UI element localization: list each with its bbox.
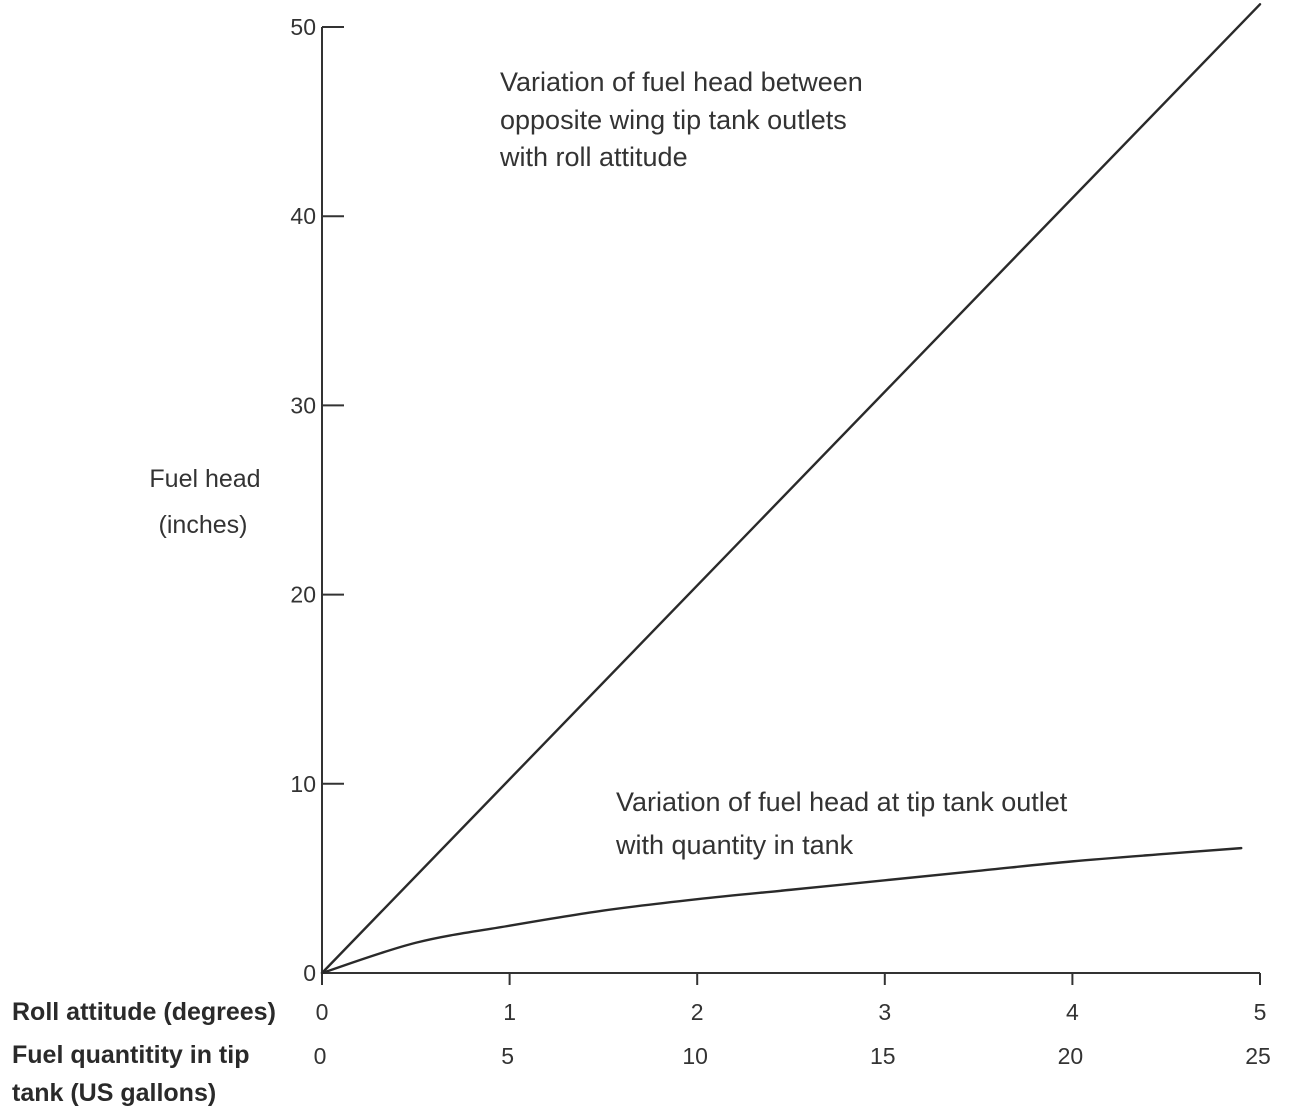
y-tick-label: 30 <box>290 392 316 418</box>
y-tick-label: 10 <box>290 771 316 797</box>
x-axis-title-fuel-quantity-line-2: tank (US gallons) <box>12 1079 216 1107</box>
y-axis-ticks: 0 10 20 30 40 50 <box>290 14 344 986</box>
x-tick-label-fuel: 25 <box>1245 1043 1271 1069</box>
y-tick-label: 50 <box>290 14 316 40</box>
y-tick-label: 40 <box>290 203 316 229</box>
series-1-label-line-2: opposite wing tip tank outlets <box>500 105 847 135</box>
x-tick-label-fuel: 5 <box>501 1043 514 1069</box>
x-tick-label-roll: 4 <box>1066 999 1079 1025</box>
x-tick-label-roll: 2 <box>691 999 704 1025</box>
x-tick-label-roll: 3 <box>878 999 891 1025</box>
series-lines <box>320 3 1262 975</box>
x-tick-label-roll: 5 <box>1254 999 1267 1025</box>
y-tick-label: 0 <box>303 960 316 986</box>
x-axis-title-roll-attitude: Roll attitude (degrees) <box>12 998 276 1026</box>
x-tick-label-fuel: 0 <box>314 1043 327 1069</box>
series-2-label-line-2: with quantity in tank <box>615 830 854 860</box>
series-line-2 <box>320 846 1243 975</box>
x-tick-label-fuel: 10 <box>682 1043 708 1069</box>
y-axis-title-line-1: Fuel head <box>149 465 260 493</box>
x-tick-label-roll: 1 <box>503 999 516 1025</box>
y-axis-title-line-2: (inches) <box>159 511 248 539</box>
x-tick-label-roll: 0 <box>316 999 329 1025</box>
y-tick-label: 20 <box>290 582 316 608</box>
x-axis-title-fuel-quantity-line-1: Fuel quantitity in tip <box>12 1041 249 1069</box>
series-1-label-line-1: Variation of fuel head between <box>500 67 863 97</box>
x-tick-label-fuel: 15 <box>870 1043 896 1069</box>
series-2-label-line-1: Variation of fuel head at tip tank outle… <box>616 787 1068 817</box>
axes <box>321 27 1260 974</box>
x-tick-label-fuel: 20 <box>1058 1043 1084 1069</box>
series-line-1 <box>320 3 1262 975</box>
series-1-label-line-3: with roll attitude <box>499 142 688 172</box>
